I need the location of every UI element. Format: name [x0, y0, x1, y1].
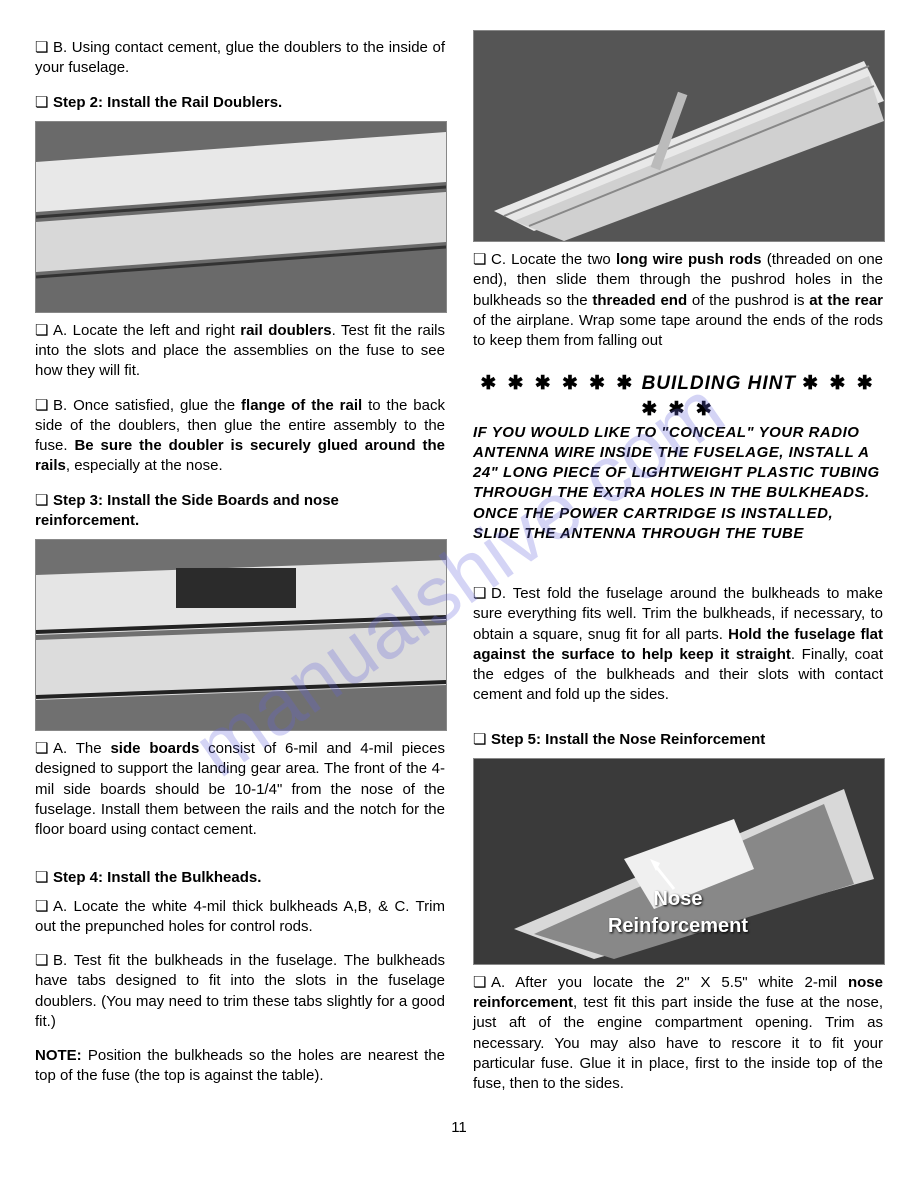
body-text-bold: flange of the rail	[241, 397, 362, 414]
pointer-icon: ❏	[35, 321, 53, 341]
figure-label: Nose Reinforcement	[608, 886, 748, 940]
body-text: C. Locate the two	[491, 251, 616, 268]
step-3-heading: ❏Step 3: Install the Side Boards and nos…	[35, 491, 445, 532]
hint-title-text: BUILDING HINT	[642, 373, 796, 394]
step-5-heading: ❏Step 5: Install the Nose Reinforcement	[473, 730, 883, 750]
para-3a: ❏A. The side boards consist of 6-mil and…	[35, 739, 445, 840]
para-4b: ❏B. Test fit the bulkheads in the fusela…	[35, 951, 445, 1032]
pointer-icon: ❏	[35, 93, 53, 113]
body-text-bold: at the rear	[809, 292, 883, 309]
body-text: of the airplane. Wrap some tape around t…	[473, 312, 883, 349]
body-text: A. The	[53, 740, 110, 757]
two-column-layout: ❏B. Using contact cement, glue the doubl…	[35, 30, 883, 1108]
para-4c: ❏C. Locate the two long wire push rods (…	[473, 250, 883, 351]
figure-step4c	[473, 30, 885, 242]
para-4a: ❏A. Locate the white 4-mil thick bulkhea…	[35, 897, 445, 938]
heading-text: Step 3: Install the Side Boards and nose…	[35, 492, 339, 529]
stars-left: ✱ ✱ ✱ ✱ ✱ ✱	[480, 373, 635, 394]
left-column: ❏B. Using contact cement, glue the doubl…	[35, 30, 445, 1108]
heading-text: Step 2: Install the Rail Doublers.	[53, 94, 282, 111]
body-text: A. After you locate the 2" X 5.5" white …	[491, 974, 848, 991]
pointer-icon: ❏	[35, 396, 53, 416]
para-2a: ❏A. Locate the left and right rail doubl…	[35, 321, 445, 382]
body-text-bold: threaded end	[592, 292, 687, 309]
para-note: NOTE: Position the bulkheads so the hole…	[35, 1046, 445, 1087]
pointer-icon: ❏	[473, 730, 491, 750]
heading-text: Step 4: Install the Bulkheads.	[53, 869, 261, 886]
building-hint-box: ✱ ✱ ✱ ✱ ✱ ✱ BUILDING HINT ✱ ✱ ✱ ✱ ✱ ✱ IF…	[473, 371, 883, 544]
para-1b: ❏B. Using contact cement, glue the doubl…	[35, 38, 445, 79]
pointer-icon: ❏	[35, 868, 53, 888]
page-number: 11	[35, 1118, 883, 1138]
hint-title-row: ✱ ✱ ✱ ✱ ✱ ✱ BUILDING HINT ✱ ✱ ✱ ✱ ✱ ✱	[473, 371, 883, 422]
figure-step2	[35, 121, 447, 313]
body-text: A. Locate the white 4-mil thick bulkhead…	[35, 898, 445, 935]
pointer-icon: ❏	[35, 739, 53, 759]
body-text: , especially at the nose.	[66, 457, 223, 474]
para-5a: ❏A. After you locate the 2" X 5.5" white…	[473, 973, 883, 1095]
body-text: B. Once satisfied, glue the	[53, 397, 241, 414]
figure-step3	[35, 539, 447, 731]
body-text: B. Test fit the bulkheads in the fuselag…	[35, 952, 445, 1030]
body-text-bold: long wire push rods	[616, 251, 762, 268]
para-2b: ❏B. Once satisfied, glue the flange of t…	[35, 396, 445, 477]
step-2-heading: ❏Step 2: Install the Rail Doublers.	[35, 93, 445, 113]
pointer-icon: ❏	[35, 38, 53, 58]
body-text: Position the bulkheads so the holes are …	[35, 1047, 445, 1084]
figure-label-line1: Nose	[608, 886, 748, 913]
pointer-icon: ❏	[35, 897, 53, 917]
pointer-icon: ❏	[35, 491, 53, 511]
heading-text: Step 5: Install the Nose Reinforcement	[491, 731, 765, 748]
pointer-icon: ❏	[473, 973, 491, 993]
hint-body-text: IF YOU WOULD LIKE TO "CONCEAL" YOUR RADI…	[473, 423, 883, 545]
step-4-heading: ❏Step 4: Install the Bulkheads.	[35, 868, 445, 888]
body-text-bold: side boards	[110, 740, 199, 757]
figure-label-line2: Reinforcement	[608, 913, 748, 940]
body-text-bold: rail doublers	[240, 322, 331, 339]
body-text: B. Using contact cement, glue the double…	[35, 39, 445, 76]
para-4d: ❏D. Test fold the fuselage around the bu…	[473, 584, 883, 706]
note-label: NOTE:	[35, 1047, 82, 1064]
pointer-icon: ❏	[35, 951, 53, 971]
figure-step5-wrap: Nose Reinforcement	[473, 758, 883, 965]
body-text: of the pushrod is	[687, 292, 809, 309]
body-text: A. Locate the left and right	[53, 322, 240, 339]
right-column: ❏C. Locate the two long wire push rods (…	[473, 30, 883, 1108]
pointer-icon: ❏	[473, 584, 491, 604]
pointer-icon: ❏	[473, 250, 491, 270]
